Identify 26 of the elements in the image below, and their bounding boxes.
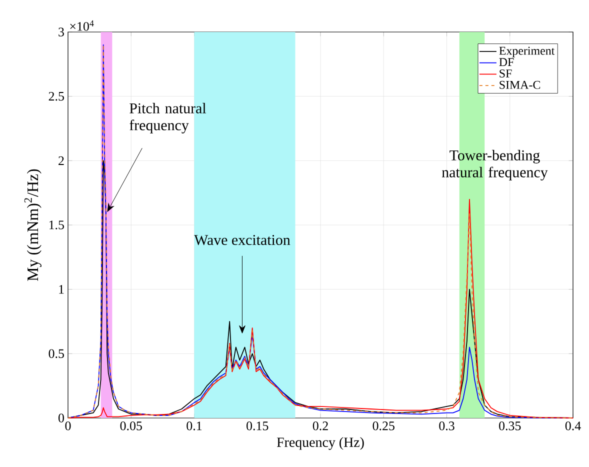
annotation: Pitch natural frequency: [130, 102, 206, 134]
x-tick-label: 0.15: [246, 422, 268, 430]
x-tick-label: 0.2: [312, 422, 328, 430]
legend-label: SF: [500, 69, 512, 78]
annotation: Wave excitation: [194, 234, 290, 246]
x-tick-label: 0.35: [499, 422, 521, 430]
annotation: Tower-bending natural frequency: [442, 150, 548, 180]
x-tick-label: 0.3: [439, 422, 454, 430]
y-tick-label: 0.5: [48, 349, 64, 358]
text: ×10$^{4}$: [70, 20, 94, 31]
x-axis-title: Frequency (Hz): [276, 437, 364, 450]
x-tick-label: 0.1: [186, 422, 202, 430]
y-tick-label: 1.5: [49, 220, 64, 230]
x-tick-label: 0.05: [120, 422, 142, 430]
legend-label: Experiment: [499, 46, 555, 58]
x-tick-label: 0.25: [372, 422, 394, 430]
x-tick-label: 0.4: [565, 422, 581, 430]
legend-label: SIMA-C: [500, 80, 540, 89]
y-tick-label: 1: [59, 285, 64, 294]
y-tick-label: 2.5: [48, 92, 64, 101]
x-tick-label: 0: [65, 422, 71, 430]
y-tick-label: 0: [58, 414, 64, 422]
y-tick-label: 3: [58, 28, 64, 36]
y-axis-title: My ((mNm)$^{2}$/Hz): [24, 169, 42, 281]
y-tick-label: 2: [58, 156, 64, 165]
legend-label: DF: [499, 58, 514, 66]
